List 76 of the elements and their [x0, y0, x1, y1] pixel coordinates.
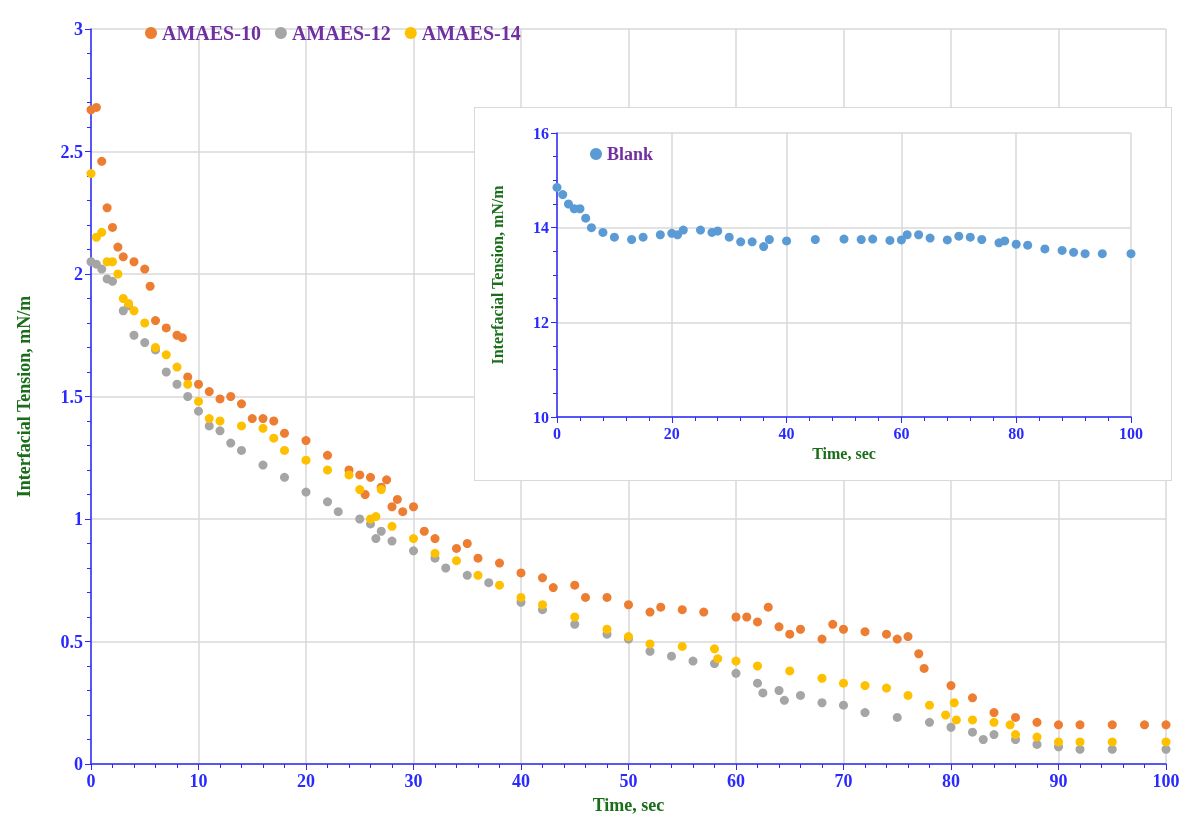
point [627, 235, 637, 244]
legend-label: AMAES-10 [162, 22, 261, 44]
y-axis-title: Interfacial Tension, mN/m [14, 295, 34, 498]
point [598, 227, 608, 237]
x-tick-label: 10 [189, 771, 208, 791]
point [965, 232, 975, 242]
x-axis-title: Time, sec [812, 445, 876, 463]
y-tick-label: 16 [533, 124, 549, 142]
point [1126, 249, 1136, 259]
x-tick-label: 100 [1119, 424, 1143, 442]
y-tick-label: 2 [74, 264, 83, 284]
point [759, 242, 769, 252]
point [1057, 245, 1067, 255]
legend-label: AMAES-14 [421, 22, 521, 44]
legend-label: Blank [607, 144, 654, 164]
point [896, 235, 906, 245]
x-tick-label: 60 [727, 771, 745, 791]
point [839, 234, 849, 244]
y-tick-label: 10 [533, 408, 549, 426]
x-axis-title: Time, sec [592, 795, 665, 815]
point [977, 235, 987, 244]
point [925, 233, 935, 243]
x-tick-label: 60 [893, 424, 910, 442]
point [954, 231, 964, 241]
point [552, 182, 562, 192]
point [885, 235, 895, 245]
point [1040, 244, 1050, 254]
point [1080, 249, 1090, 259]
point [558, 190, 568, 200]
legend-label: AMAES-12 [291, 22, 391, 44]
x-tick-label: 80 [942, 771, 960, 791]
point [1097, 249, 1107, 259]
x-tick-label: 90 [1049, 771, 1068, 791]
point [655, 230, 665, 240]
point [696, 225, 705, 235]
point [713, 226, 723, 236]
y-tick-label: 12 [533, 313, 549, 331]
point [782, 236, 792, 246]
x-tick-label: 20 [663, 424, 680, 442]
x-tick-label: 100 [1152, 771, 1180, 791]
x-tick-label: 70 [834, 771, 853, 791]
y-tick-label: 3 [74, 19, 83, 39]
x-tick-label: 50 [619, 771, 638, 791]
point [1000, 236, 1010, 246]
y-axis-title: Interfacial Tension, mN/m [488, 184, 506, 365]
x-tick-label: 30 [404, 771, 423, 791]
point [747, 237, 757, 247]
y-tick-label: 1 [74, 509, 83, 529]
y-tick-label: 14 [533, 219, 549, 237]
y-tick-label: 2.5 [60, 141, 83, 162]
x-tick-label: 40 [512, 771, 530, 791]
point [1069, 247, 1079, 257]
point [586, 223, 596, 233]
point [764, 235, 774, 244]
point [1023, 240, 1033, 250]
point [868, 234, 878, 244]
point [678, 225, 688, 235]
point [902, 230, 912, 240]
point [1011, 239, 1021, 249]
point [609, 232, 619, 242]
x-tick-label: 0 [553, 424, 561, 442]
point [581, 213, 591, 223]
point [724, 232, 734, 242]
x-tick-label: 80 [1008, 424, 1025, 442]
point [638, 232, 648, 242]
point [914, 230, 924, 240]
point [856, 235, 866, 244]
y-tick-label: 0.5 [60, 631, 83, 652]
x-tick-label: 40 [778, 424, 795, 442]
y-tick-label: 0 [74, 754, 83, 774]
x-tick-label: 20 [297, 771, 315, 791]
point [810, 235, 820, 244]
y-tick-label: 1.5 [60, 386, 83, 407]
point [736, 237, 746, 247]
point [673, 230, 683, 240]
point [942, 235, 952, 245]
